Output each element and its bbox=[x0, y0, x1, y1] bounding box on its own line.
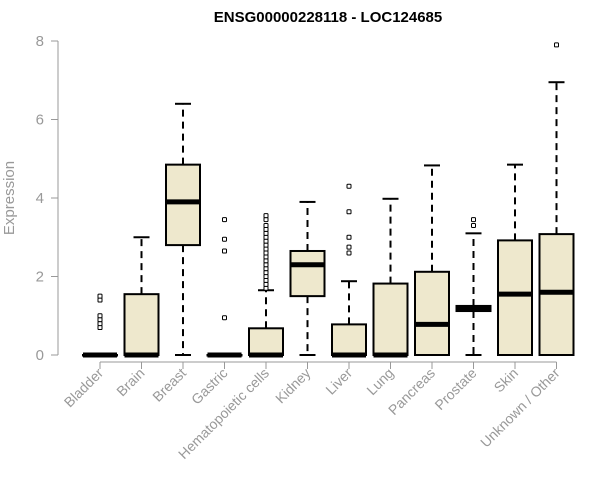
box-prostate bbox=[455, 217, 492, 356]
box-skin bbox=[497, 163, 533, 356]
outlier-point bbox=[263, 281, 269, 287]
outlier-point bbox=[263, 250, 269, 256]
outlier-point bbox=[263, 226, 269, 232]
outlier-point bbox=[263, 266, 269, 272]
outlier-point bbox=[263, 242, 269, 248]
box-kidney bbox=[289, 200, 326, 356]
outlier-point bbox=[97, 325, 103, 331]
x-tick-label: Kidney bbox=[272, 365, 314, 407]
iqr-box bbox=[248, 327, 284, 356]
outlier-point bbox=[97, 313, 103, 319]
box-pancreas bbox=[414, 164, 450, 357]
box-liver bbox=[331, 183, 367, 358]
x-tick-label: Liver bbox=[322, 365, 355, 398]
outlier-point bbox=[263, 238, 269, 244]
outlier-point bbox=[471, 222, 476, 228]
outlier-point bbox=[97, 297, 103, 303]
chart-title: ENSG00000228118 - LOC124685 bbox=[214, 9, 443, 26]
y-tick-label: 6 bbox=[36, 112, 44, 129]
x-tick-label: Brain bbox=[113, 365, 147, 399]
outlier-point bbox=[346, 183, 352, 189]
iqr-box bbox=[497, 239, 533, 356]
outlier-point bbox=[222, 315, 227, 321]
outlier-point bbox=[263, 258, 269, 264]
y-tick-label: 4 bbox=[36, 190, 44, 207]
x-tick-label: Breast bbox=[149, 365, 189, 405]
x-tick-label: Prostate bbox=[431, 365, 479, 413]
outlier-point bbox=[263, 213, 269, 219]
outlier-point bbox=[471, 217, 476, 223]
outlier-point bbox=[263, 277, 269, 283]
iqr-box bbox=[123, 293, 160, 357]
outlier-point bbox=[346, 244, 352, 250]
box-hematopoietic-cells bbox=[248, 213, 284, 358]
outlier-point bbox=[263, 217, 269, 223]
outlier-point bbox=[346, 250, 352, 256]
box-unknown-other bbox=[538, 42, 575, 356]
iqr-box bbox=[165, 163, 201, 247]
outlier-point bbox=[263, 285, 269, 291]
x-tick-label: Unknown / Other bbox=[477, 365, 563, 451]
box-brain bbox=[123, 236, 160, 358]
y-tick-label: 0 bbox=[36, 347, 44, 364]
outlier-point bbox=[97, 293, 103, 299]
outlier-point bbox=[263, 230, 269, 236]
outlier-point bbox=[263, 274, 269, 279]
x-tick-label: Bladder bbox=[61, 365, 107, 411]
outlier-point bbox=[263, 254, 269, 260]
outlier-point bbox=[263, 270, 269, 276]
iqr-box bbox=[331, 323, 367, 357]
y-axis-label: Expression bbox=[1, 161, 18, 235]
outlier-point bbox=[97, 321, 103, 327]
outlier-point bbox=[222, 248, 227, 254]
outlier-point bbox=[554, 42, 559, 48]
x-tick-label: Skin bbox=[491, 365, 522, 396]
box-breast bbox=[165, 102, 201, 356]
outlier-point bbox=[346, 209, 352, 215]
outlier-point bbox=[97, 317, 103, 323]
outlier-point bbox=[263, 234, 269, 240]
box-bladder bbox=[82, 293, 118, 358]
outlier-point bbox=[263, 246, 269, 252]
x-tick-label: Lung bbox=[363, 365, 396, 398]
y-axis: 0 2 4 6 8 bbox=[36, 33, 59, 364]
y-tick-label: 2 bbox=[36, 269, 44, 286]
box-lung bbox=[372, 197, 409, 358]
outlier-point bbox=[222, 236, 227, 242]
iqr-box bbox=[414, 270, 450, 357]
iqr-box bbox=[289, 249, 326, 298]
outlier-point bbox=[263, 222, 269, 228]
outlier-point bbox=[346, 234, 352, 240]
outlier-point bbox=[263, 262, 269, 268]
y-tick-label: 8 bbox=[36, 33, 44, 50]
iqr-box bbox=[372, 282, 409, 356]
outlier-point bbox=[222, 217, 227, 223]
box-gastric bbox=[206, 217, 243, 358]
boxes-layer bbox=[82, 42, 575, 358]
